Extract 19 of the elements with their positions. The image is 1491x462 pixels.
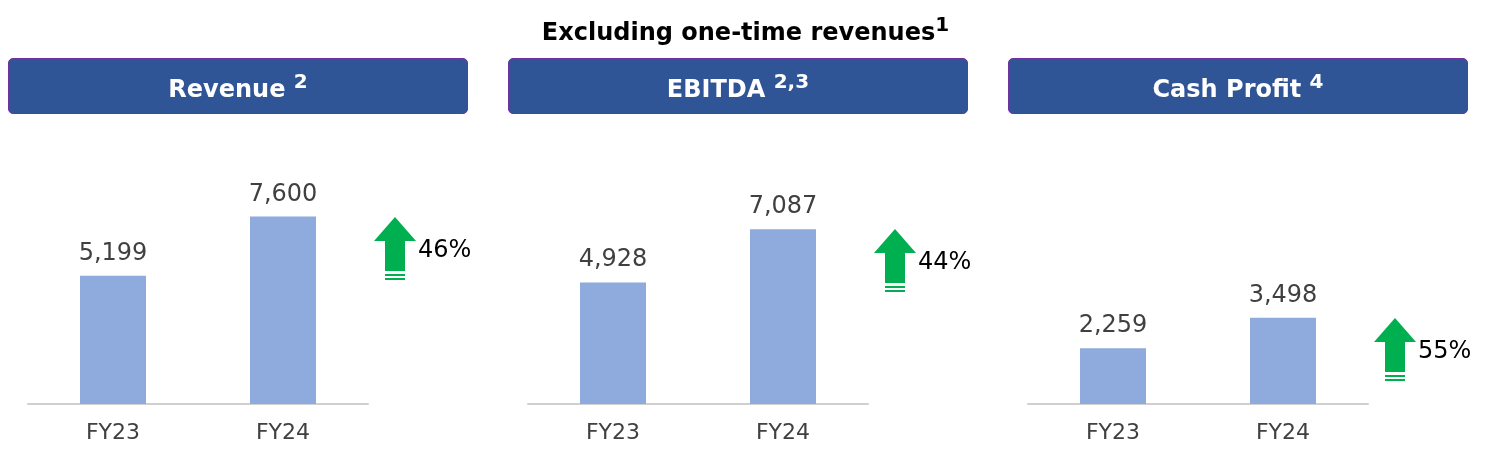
data-label: 5,199 xyxy=(78,237,148,266)
x-tick-label: FY23 xyxy=(85,418,141,444)
chart-title: EBITDA $^{2,3}$ xyxy=(666,69,810,103)
data-label: 2,259 xyxy=(1078,310,1148,339)
data-label: 3,498 xyxy=(1248,279,1318,308)
x-tick-label: FY24 xyxy=(755,418,811,444)
data-label: 7,600 xyxy=(248,178,318,207)
text: 55% xyxy=(1418,335,1472,364)
data-label: 4,928 xyxy=(578,244,648,273)
chart-subtitle: Excluding one-time revenues$^{1}$ xyxy=(541,12,950,46)
chart-title: Revenue $^{2}$ xyxy=(168,69,308,103)
x-tick-label: FY24 xyxy=(1255,418,1311,444)
x-tick-label: FY24 xyxy=(255,418,311,444)
x-tick-label: FY23 xyxy=(1085,418,1141,444)
text: 46% xyxy=(418,234,472,263)
chart-title: Cash Profit $^{4}$ xyxy=(1152,69,1324,103)
x-tick-label: FY23 xyxy=(585,418,641,444)
text: 44% xyxy=(918,247,972,276)
data-label: 7,087 xyxy=(748,191,818,220)
